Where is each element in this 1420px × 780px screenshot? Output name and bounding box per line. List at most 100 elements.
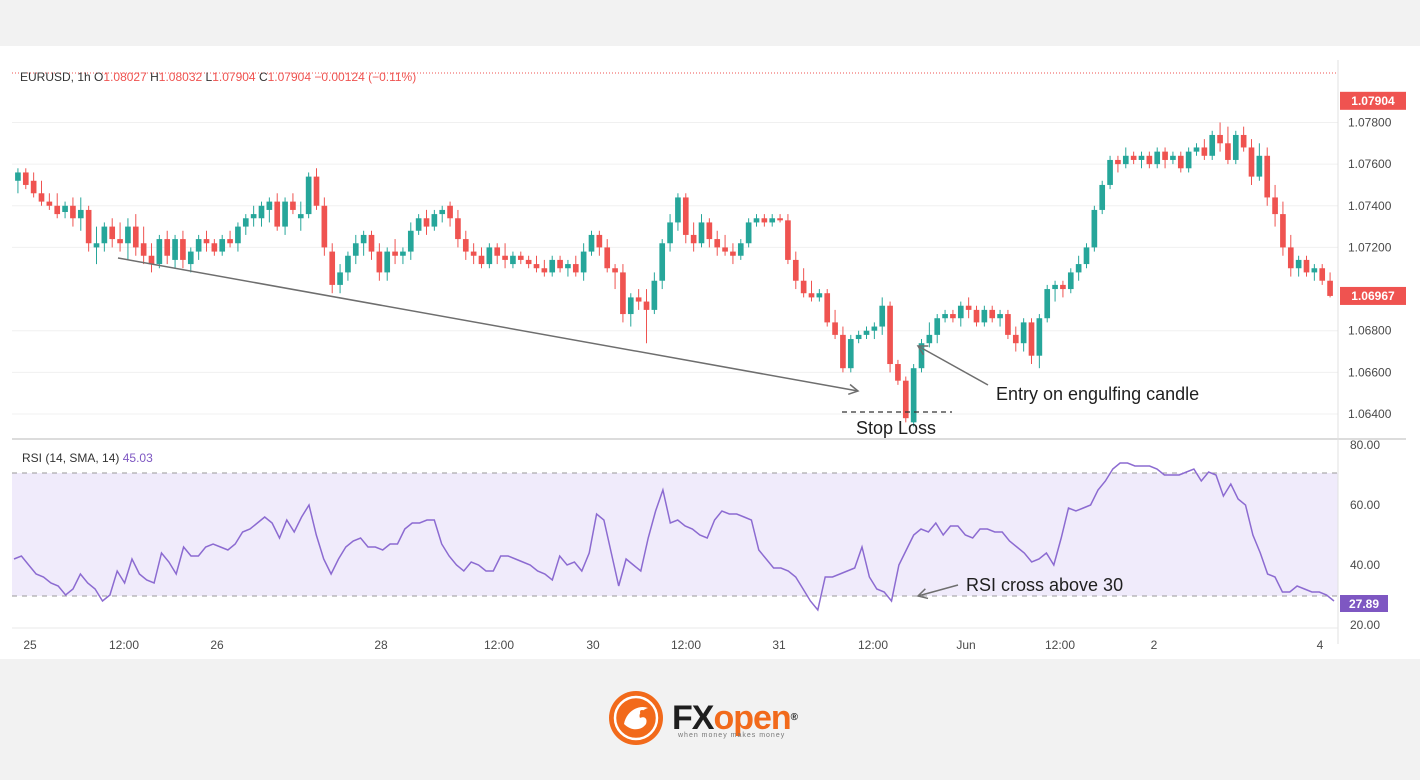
candle-body (1060, 284, 1066, 290)
candle-body (675, 197, 681, 223)
fxopen-logo: FXopen® when money makes money (608, 690, 798, 746)
candle-body (910, 368, 917, 423)
x-tick-label: 31 (772, 638, 786, 652)
candle-body (840, 334, 846, 369)
candle-body (368, 234, 375, 252)
candle-body (690, 234, 697, 244)
candle-body (714, 239, 721, 248)
legend-high: 1.08032 (159, 70, 203, 84)
candle-body (85, 209, 92, 244)
candle-body (902, 380, 909, 419)
candle-body (1107, 159, 1113, 185)
candle-body (1170, 155, 1176, 160)
x-tick-label: 26 (210, 638, 224, 652)
candle-body (1154, 151, 1161, 165)
candle-body (502, 255, 508, 260)
candle-body (478, 255, 485, 265)
candle-body (1280, 214, 1286, 248)
candle-body (470, 251, 477, 256)
candle-body (517, 255, 524, 260)
candle-body (117, 239, 123, 244)
candle-body (1248, 147, 1255, 177)
candle-body (792, 259, 799, 281)
candle-body (745, 222, 752, 244)
candle-body (557, 259, 563, 269)
candle-body (1146, 155, 1153, 165)
rsi-cross-annotation: RSI cross above 30 (966, 575, 1123, 595)
candle-body (400, 251, 406, 256)
candle-body (297, 214, 304, 219)
price-axis: 1.07800 1.07600 1.07400 1.07200 1.06800 1.066… (1348, 115, 1392, 421)
candle-body (345, 255, 351, 273)
candle-body (227, 239, 233, 244)
candle-body (918, 343, 925, 369)
price-tick-label: 1.06600 (1348, 365, 1392, 379)
candle-body (77, 209, 84, 219)
candle-body (1232, 134, 1239, 160)
candle-body (164, 239, 171, 256)
candle-body (415, 218, 422, 231)
legend-low: 1.07904 (212, 70, 256, 84)
candle-body (455, 218, 461, 240)
candle-body (439, 209, 446, 215)
candle-body (895, 364, 901, 381)
candle-body (871, 326, 878, 331)
candle-body (989, 309, 996, 319)
candle-body (266, 201, 273, 210)
rsi-legend: RSI (14, SMA, 14) 45.03 (22, 451, 153, 465)
candle-body (494, 247, 501, 256)
candle-body (211, 243, 218, 252)
x-tick-label: 4 (1317, 638, 1324, 652)
candle-body (46, 201, 53, 206)
logo-open: open (713, 699, 791, 737)
trend-arrow (117, 257, 860, 396)
candle-body (565, 264, 571, 269)
candle-body (1130, 155, 1137, 160)
x-tick-label: 12:00 (858, 638, 888, 652)
candle-body (942, 314, 948, 319)
candle-body (997, 314, 1003, 319)
rsi-legend-title: RSI (22, 451, 42, 465)
candle-body (1115, 159, 1121, 165)
legend-symbol: EURUSD (20, 70, 71, 84)
logo-wordmark: FXopen® (672, 699, 798, 737)
candle-body (1138, 155, 1145, 160)
candle-body (510, 255, 516, 265)
candle-body (855, 334, 862, 340)
price-tick-label: 1.06800 (1348, 324, 1392, 338)
candle-body (447, 205, 453, 219)
candle-body (1264, 155, 1271, 198)
candle-body (816, 293, 823, 298)
candle-body (250, 214, 257, 219)
candle-body (965, 305, 972, 310)
candle-body (376, 251, 383, 273)
candle-body (180, 239, 186, 260)
candle-body (1083, 247, 1090, 265)
footer (0, 659, 1420, 780)
candle-body (572, 264, 579, 273)
x-axis: 25 12:00 26 28 12:00 30 12:00 31 12:00 Jun 12:00 2 4 (23, 638, 1323, 652)
candle-body (30, 180, 37, 194)
price-tick-label: 1.06400 (1348, 407, 1392, 421)
x-tick-label: 25 (23, 638, 37, 652)
candle-body (777, 218, 783, 221)
candle-body (1272, 197, 1278, 215)
candle-body (329, 251, 336, 285)
legend-h-label: H (150, 70, 159, 84)
candle-body (737, 243, 744, 256)
candle-body (926, 334, 933, 344)
candle-body (682, 197, 689, 235)
candle-body (769, 218, 776, 223)
chart-canvas: 1.07800 1.07600 1.07400 1.07200 1.06800 1.066… (12, 60, 1406, 652)
price-badge-label: 1.07904 (1351, 94, 1395, 108)
rsi-badge: 27.89 (1349, 597, 1379, 611)
legend-l-label: L (206, 70, 213, 84)
candle-body (337, 272, 343, 285)
candle-body (1311, 268, 1318, 273)
rsi-line (13, 462, 1335, 612)
candle-body (172, 239, 178, 260)
candle-body (195, 239, 202, 252)
legend-change: −0.00124 (−0.11%) (314, 70, 416, 84)
price-tick-label: 1.07400 (1348, 199, 1392, 213)
price-badge-label: 1.06967 (1351, 289, 1395, 303)
